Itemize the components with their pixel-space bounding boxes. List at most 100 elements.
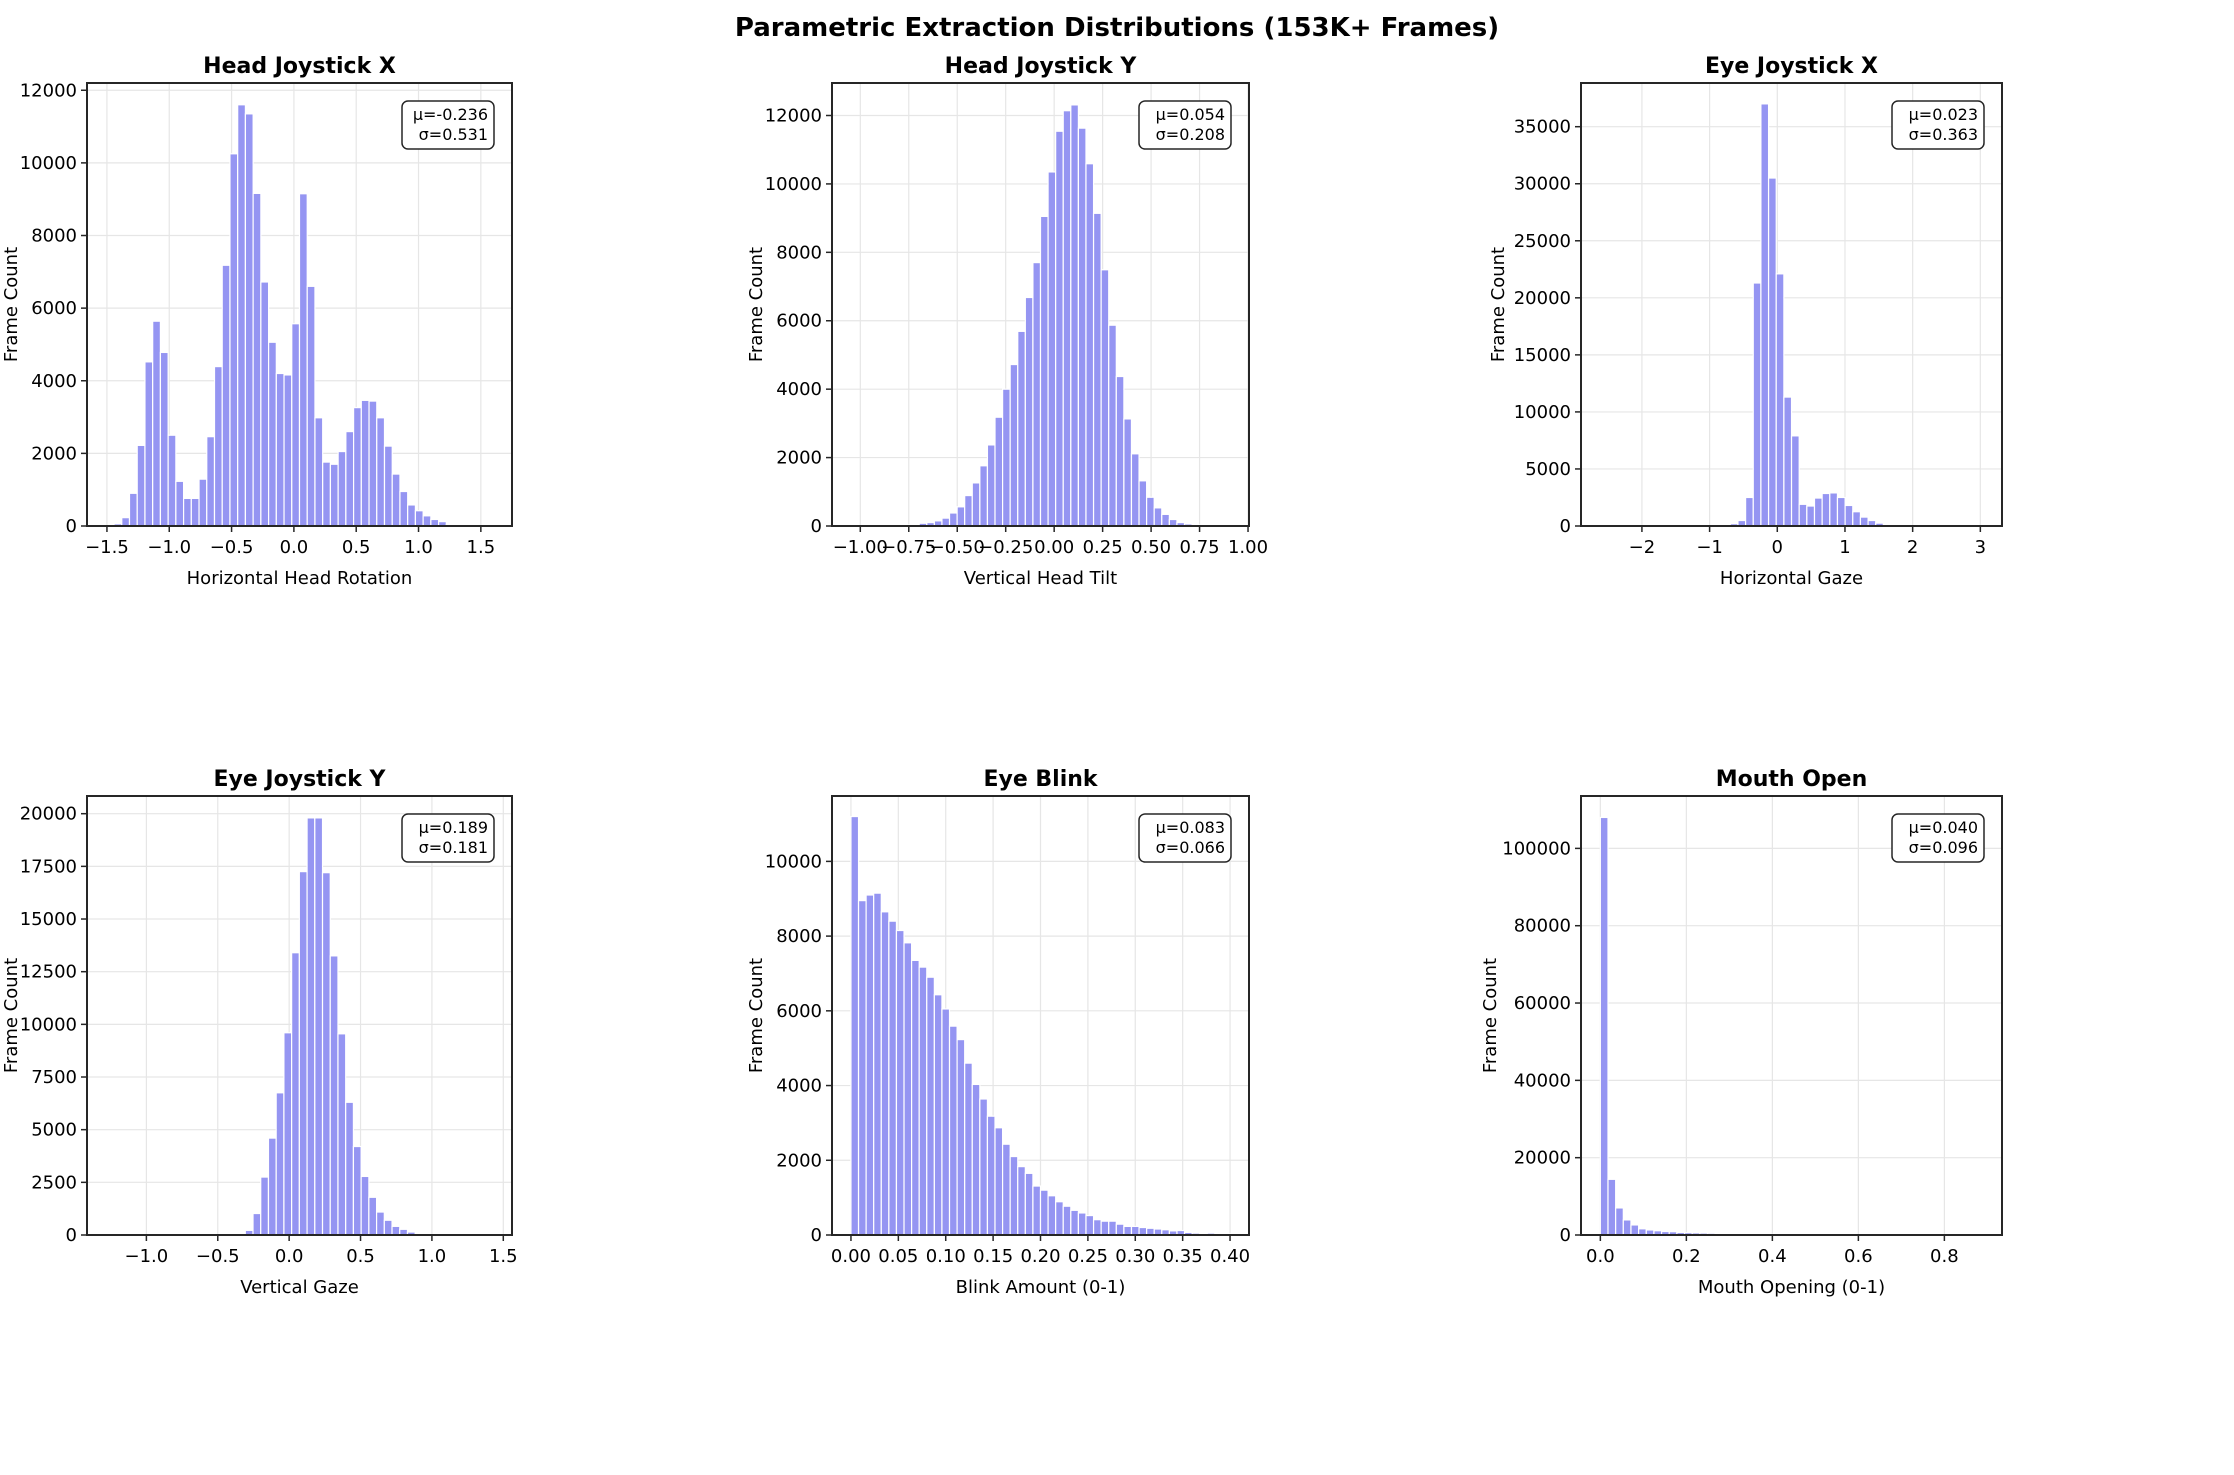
histogram-bar <box>167 434 177 527</box>
y-tick-label: 100000 <box>1502 838 1571 859</box>
x-tick-label: 0.5 <box>342 537 371 558</box>
histogram-bar <box>1001 1143 1011 1236</box>
x-axis-label: Blink Amount (0-1) <box>956 1277 1126 1298</box>
histogram-bar <box>880 911 890 1236</box>
histogram-bar <box>291 323 301 527</box>
histogram-bar <box>1767 177 1777 527</box>
x-tick-label: 0.25 <box>1068 1246 1108 1267</box>
histogram-bar <box>1085 163 1095 527</box>
y-tick-label: 0 <box>66 1225 77 1246</box>
stat-mean: μ=-0.236 <box>413 105 488 124</box>
y-axis-label: Frame Count <box>1488 247 1509 362</box>
histogram-bar <box>1085 1214 1095 1236</box>
y-tick-label: 8000 <box>776 242 822 263</box>
x-tick-label: −1.0 <box>147 537 191 558</box>
histogram-bar <box>941 517 951 527</box>
x-tick-label: 0.00 <box>1034 537 1074 558</box>
histogram-bar <box>206 436 216 527</box>
y-tick-label: 2000 <box>776 1150 822 1171</box>
histogram-bar <box>252 1212 262 1236</box>
x-tick-label: −0.50 <box>930 537 985 558</box>
x-tick-label: −1 <box>1696 537 1723 558</box>
x-tick-label: −1.0 <box>125 1246 169 1267</box>
histogram-bar <box>298 193 308 527</box>
x-axis-label: Vertical Head Tilt <box>964 568 1117 589</box>
x-tick-label: 0 <box>1772 537 1783 558</box>
histogram-bar <box>994 416 1004 527</box>
histogram-bar <box>1017 330 1026 527</box>
x-axis-label: Mouth Opening (0-1) <box>1698 1277 1885 1298</box>
histogram-bar <box>213 365 223 527</box>
histogram-bar <box>337 1033 347 1236</box>
histogram-bar <box>948 512 958 527</box>
y-tick-label: 8000 <box>31 226 77 247</box>
stat-std: σ=0.208 <box>1156 125 1225 144</box>
histogram-bar <box>1859 516 1869 527</box>
y-tick-label: 4000 <box>776 1076 822 1097</box>
histogram-bar <box>128 492 138 527</box>
x-tick-label: 1.0 <box>404 537 433 558</box>
y-tick-label: 0 <box>1560 1225 1571 1246</box>
x-tick-label: −1.5 <box>85 537 129 558</box>
x-tick-label: 0.8 <box>1930 1246 1959 1267</box>
histogram-bar <box>229 153 239 527</box>
stats-box <box>1891 813 1985 863</box>
stats-box <box>401 813 495 863</box>
histogram-bar <box>221 264 231 527</box>
x-tick-label: 0.30 <box>1115 1246 1155 1267</box>
y-tick-label: 20000 <box>1514 1148 1571 1169</box>
histogram-bar <box>979 1098 989 1236</box>
axes-frame <box>1580 82 2003 527</box>
histogram-bar <box>314 417 324 527</box>
histogram-bar <box>244 113 254 527</box>
x-tick-label: 0.5 <box>346 1246 375 1267</box>
x-tick-label: 2 <box>1907 537 1918 558</box>
histogram-bar <box>941 1008 951 1236</box>
histogram-bar <box>933 994 943 1236</box>
histogram-bar <box>1100 1220 1110 1236</box>
x-tick-label: 0.6 <box>1844 1246 1873 1267</box>
histogram-bar <box>1615 1207 1624 1236</box>
histogram-bar <box>1138 1226 1148 1236</box>
histogram-bar <box>994 1127 1004 1236</box>
histogram-bar <box>1745 496 1754 527</box>
subplot-head-joystick-x: −1.5 −1.0 −0.5 0.0 0.5 1.0 1.5 0 2000 4000 6000 800… <box>1 54 513 589</box>
y-axis-label: Frame Count <box>1 958 22 1073</box>
histogram-bar <box>1024 1172 1034 1236</box>
y-tick-label: 7500 <box>31 1067 77 1088</box>
subplot-title: Eye Blink <box>983 767 1098 792</box>
histogram-bar <box>322 461 332 527</box>
histogram-bar <box>283 1032 293 1236</box>
x-tick-label: 0.40 <box>1210 1246 1250 1267</box>
stats-box <box>1891 100 1985 150</box>
histogram-bar <box>1790 435 1800 527</box>
y-tick-label: 0 <box>811 1225 822 1246</box>
stats-box <box>401 100 495 150</box>
histogram-bar <box>352 407 362 527</box>
histogram-bar <box>368 400 378 527</box>
histogram-bar <box>850 815 860 1236</box>
y-tick-label: 10000 <box>765 174 822 195</box>
histogram-bar <box>237 104 247 527</box>
histogram-bar <box>1047 1195 1057 1236</box>
axes-frame <box>86 795 513 1236</box>
histogram-bar <box>283 374 293 527</box>
histogram-bar <box>1813 497 1823 527</box>
x-tick-label: 0.00 <box>831 1246 871 1267</box>
stat-std: σ=0.181 <box>419 838 488 857</box>
stats-box <box>1138 813 1232 863</box>
y-tick-label: 8000 <box>776 926 822 947</box>
histogram-bar <box>422 515 432 527</box>
histogram-bar <box>926 976 935 1236</box>
histogram-bar <box>1100 269 1110 527</box>
histogram-bar <box>1070 1209 1080 1236</box>
subplot-title: Head Joystick Y <box>945 54 1138 79</box>
histogram-bar <box>1108 324 1117 527</box>
histogram-bar <box>865 894 875 1236</box>
histogram-bar <box>152 320 162 527</box>
histogram-bar <box>956 1038 966 1236</box>
histogram-bar <box>1829 492 1839 527</box>
x-tick-label: 1.0 <box>418 1246 447 1267</box>
y-tick-label: 60000 <box>1514 993 1571 1014</box>
